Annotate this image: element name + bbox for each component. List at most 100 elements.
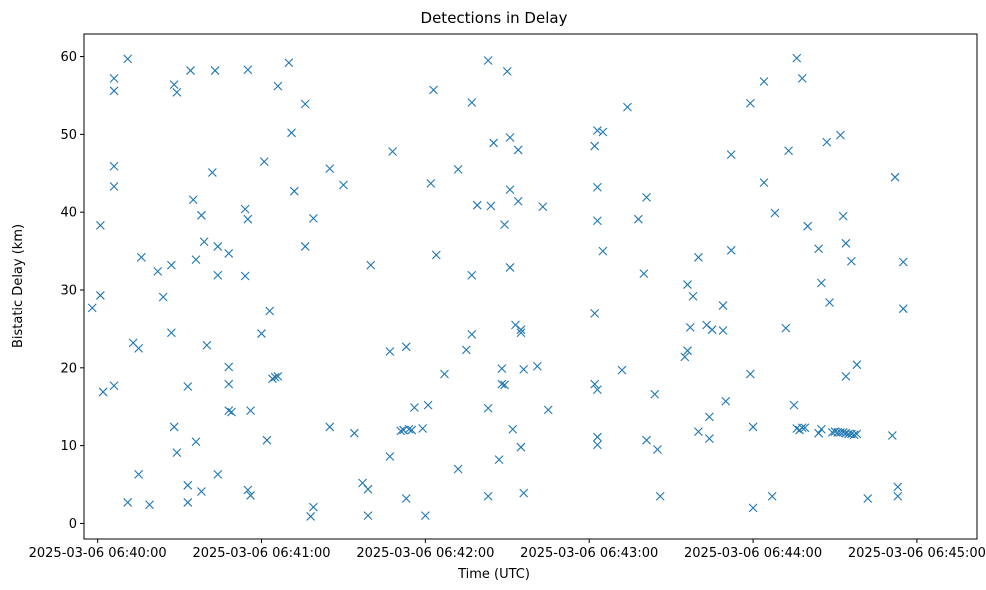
data-point bbox=[169, 422, 179, 432]
data-point bbox=[339, 180, 348, 190]
data-point bbox=[617, 365, 627, 375]
data-point bbox=[95, 291, 105, 300]
data-point bbox=[309, 502, 318, 512]
data-point bbox=[287, 128, 296, 138]
data-point bbox=[385, 347, 395, 356]
data-point bbox=[748, 503, 758, 513]
data-point bbox=[213, 470, 223, 479]
data-point bbox=[407, 425, 417, 435]
y-axis-ticks: 0 10 20 30 40 50 60 bbox=[60, 50, 84, 532]
data-point bbox=[191, 437, 201, 447]
data-point bbox=[349, 428, 359, 438]
data-point bbox=[166, 328, 176, 338]
data-point bbox=[519, 364, 529, 374]
data-point bbox=[420, 511, 430, 521]
data-point bbox=[688, 291, 698, 301]
data-point bbox=[224, 406, 234, 415]
data-point bbox=[890, 172, 900, 182]
data-point bbox=[770, 208, 780, 218]
data-point bbox=[792, 53, 802, 63]
data-point bbox=[846, 256, 856, 266]
data-point bbox=[759, 178, 769, 188]
data-point bbox=[284, 58, 294, 68]
data-point bbox=[745, 98, 755, 108]
data-point bbox=[188, 195, 198, 205]
data-point bbox=[243, 214, 253, 224]
data-point bbox=[197, 487, 206, 496]
data-point bbox=[134, 470, 144, 479]
x-axis-label: Time (UTC) bbox=[457, 567, 530, 582]
data-point bbox=[134, 343, 144, 353]
data-point bbox=[502, 66, 512, 76]
data-point bbox=[505, 263, 515, 272]
data-point bbox=[486, 201, 496, 211]
data-point bbox=[707, 325, 717, 335]
data-point bbox=[500, 220, 509, 230]
data-point bbox=[240, 271, 250, 281]
data-point bbox=[593, 216, 602, 226]
data-point bbox=[123, 54, 133, 64]
data-point bbox=[598, 127, 608, 137]
data-point bbox=[593, 432, 602, 442]
data-point bbox=[483, 491, 493, 501]
data-point bbox=[309, 214, 318, 223]
x-tick-label: 2025-03-06 06:41:00 bbox=[192, 546, 330, 561]
data-point bbox=[497, 364, 507, 373]
data-point bbox=[838, 211, 848, 221]
data-point bbox=[893, 482, 903, 492]
data-point bbox=[841, 371, 851, 381]
data-point bbox=[797, 423, 807, 433]
data-point bbox=[702, 320, 712, 330]
data-point bbox=[224, 362, 234, 372]
data-point bbox=[650, 389, 660, 399]
data-point bbox=[590, 379, 600, 389]
data-point bbox=[898, 257, 908, 267]
data-point bbox=[300, 99, 310, 109]
data-point bbox=[704, 434, 714, 444]
x-axis-ticks: 2025-03-06 06:40:00 2025-03-06 06:41:00 20… bbox=[29, 539, 986, 561]
data-point bbox=[685, 322, 695, 332]
data-point bbox=[363, 511, 373, 521]
data-point bbox=[489, 138, 499, 148]
x-tick-label: 2025-03-06 06:43:00 bbox=[520, 546, 658, 561]
y-tick-label: 40 bbox=[60, 206, 77, 221]
data-point bbox=[246, 491, 255, 500]
data-point bbox=[642, 193, 651, 202]
data-point bbox=[789, 400, 799, 410]
data-point bbox=[497, 379, 507, 389]
data-point bbox=[784, 146, 793, 156]
data-point bbox=[98, 387, 108, 397]
data-point bbox=[199, 237, 209, 247]
x-tick-label: 2025-03-06 06:42:00 bbox=[356, 546, 494, 561]
data-point bbox=[246, 406, 255, 415]
data-point bbox=[95, 221, 105, 230]
data-point bbox=[385, 452, 395, 461]
data-point bbox=[109, 381, 119, 391]
data-point bbox=[590, 141, 600, 151]
data-point bbox=[511, 320, 520, 330]
data-point bbox=[822, 137, 832, 147]
data-point bbox=[183, 382, 193, 391]
data-point bbox=[268, 374, 277, 384]
data-point bbox=[887, 431, 897, 440]
data-point bbox=[800, 423, 810, 433]
data-point bbox=[841, 238, 851, 248]
data-point bbox=[513, 196, 523, 206]
data-point bbox=[431, 250, 441, 260]
chart-title: Detections in Delay bbox=[421, 9, 568, 27]
data-point bbox=[467, 270, 477, 280]
data-point bbox=[532, 361, 542, 371]
data-point bbox=[396, 426, 406, 436]
data-point bbox=[158, 292, 168, 302]
x-tick-label: 2025-03-06 06:45:00 bbox=[848, 546, 986, 561]
data-point bbox=[325, 422, 335, 432]
data-point bbox=[781, 323, 791, 333]
data-point bbox=[519, 488, 529, 498]
plot-frame bbox=[83, 33, 978, 540]
data-point bbox=[593, 385, 602, 394]
data-point bbox=[852, 429, 862, 439]
data-point bbox=[172, 87, 182, 97]
data-point bbox=[224, 379, 234, 389]
data-point bbox=[516, 442, 526, 452]
data-point bbox=[726, 245, 736, 255]
